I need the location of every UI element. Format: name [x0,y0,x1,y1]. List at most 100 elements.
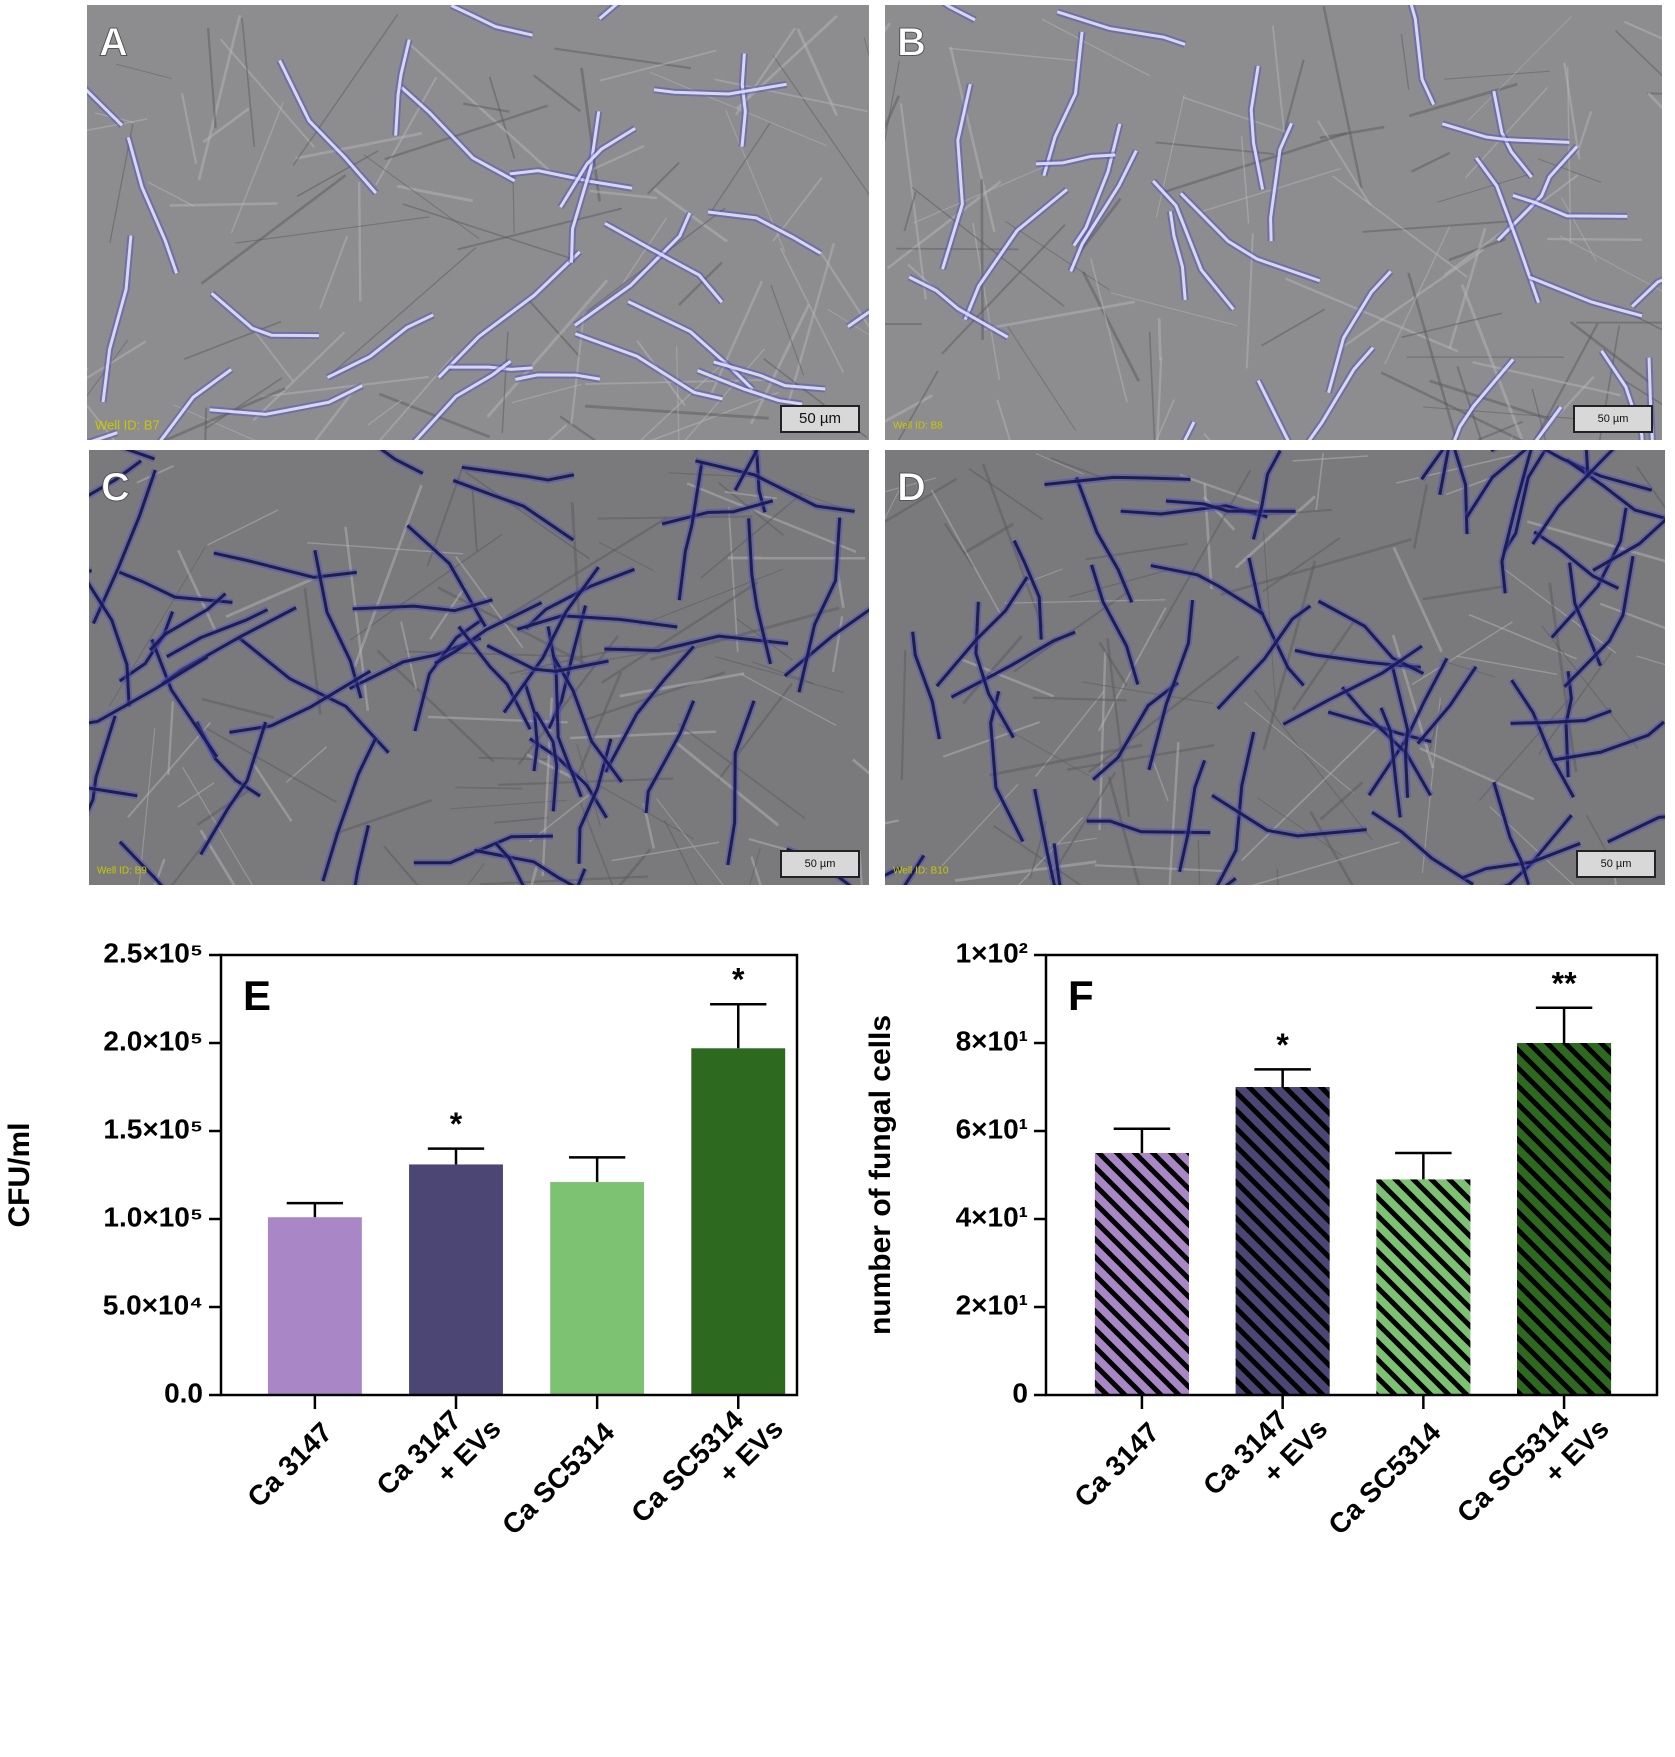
cell-texture [686,482,857,553]
cell-texture [314,388,357,440]
cell-texture [1317,120,1372,206]
cell-texture [138,727,156,885]
cell-texture [717,682,793,781]
hypha [413,359,512,440]
hypha [1327,270,1392,394]
cell-texture [589,189,658,200]
cell-texture [87,367,89,370]
scale-bar-box [1573,405,1653,433]
cell-texture [167,701,174,776]
hypha [1531,450,1615,545]
cell-texture [863,37,869,57]
cell-texture [1261,308,1326,347]
micrograph-bg [885,5,1662,440]
cell-texture [405,650,587,658]
hypha [450,5,533,37]
cell-texture [972,222,1001,380]
hypha [1503,450,1547,552]
cell-texture [501,331,509,434]
cell-texture [787,242,836,402]
hypha [1151,179,1235,311]
cell-texture [983,300,1135,331]
hypha [1092,681,1179,781]
cell-texture [663,819,698,885]
hypha [1216,604,1312,710]
hypha [1543,450,1653,492]
cell-texture [1319,125,1385,140]
cell-texture [1162,132,1348,194]
hypha [92,469,157,625]
hypha [1178,759,1207,873]
cell-texture [1179,473,1260,505]
cell-texture [885,95,901,131]
hypha [523,681,539,772]
cell-texture [1646,92,1662,95]
hypha [1565,458,1665,520]
hypha [1042,31,1084,177]
hypha [1420,450,1445,481]
cell-texture [1561,197,1598,262]
hypha [486,644,609,673]
hypha [118,840,163,885]
hypha [1307,346,1375,440]
hypha [1379,707,1402,818]
cell-texture [357,182,362,302]
hypha [1269,122,1293,242]
cell-texture [619,672,745,698]
hypha [1072,123,1122,247]
plot-frame [1044,953,1659,1397]
cell-texture [206,28,217,129]
cell-texture [486,279,609,418]
hypha [1033,788,1056,885]
cell-texture [1384,226,1451,365]
cell-texture [1547,237,1643,242]
hypha [569,111,601,263]
cell-texture [529,794,590,843]
cell-texture [1427,705,1443,756]
cell-texture [353,484,423,668]
cell-texture [1400,33,1410,90]
cell-texture [1456,655,1558,676]
hypha [908,275,1009,339]
hypha [213,551,357,579]
cell-texture [1548,582,1578,773]
hypha [1462,842,1581,880]
cell-texture [204,407,208,440]
hypha [1074,476,1134,603]
cell-texture [599,49,717,82]
hypha [1012,539,1043,640]
cell-texture [1421,697,1441,874]
hypha [413,834,553,865]
cell-texture [1315,452,1325,511]
cell-texture [177,782,215,808]
hypha [1438,450,1450,496]
cell-texture [437,586,591,668]
cell-texture [400,621,418,690]
hypha [1317,599,1425,675]
hypha [604,634,789,653]
hypha [379,450,424,475]
hypha [1607,815,1665,844]
cell-texture [710,280,763,394]
bar [1517,1043,1612,1395]
hypha [1592,518,1665,572]
y-tick-label: 5.0×10⁴ [103,1289,203,1320]
cell-texture [201,697,275,719]
cell-texture [993,825,1082,885]
cell-texture [649,71,828,147]
cell-texture [1156,357,1163,440]
cell-texture [897,370,939,440]
bar [409,1164,503,1395]
cell-texture [1526,520,1665,563]
cell-texture [1439,659,1496,678]
cell-texture [770,284,805,376]
hypha [1251,450,1282,540]
cell-texture [1081,271,1141,382]
hypha [353,824,370,885]
cell-texture [488,76,516,159]
cell-texture [184,320,282,360]
cell-texture [1598,325,1621,440]
cell-texture [1155,399,1175,440]
cell-texture [1271,25,1286,137]
cell-texture [1110,292,1238,327]
